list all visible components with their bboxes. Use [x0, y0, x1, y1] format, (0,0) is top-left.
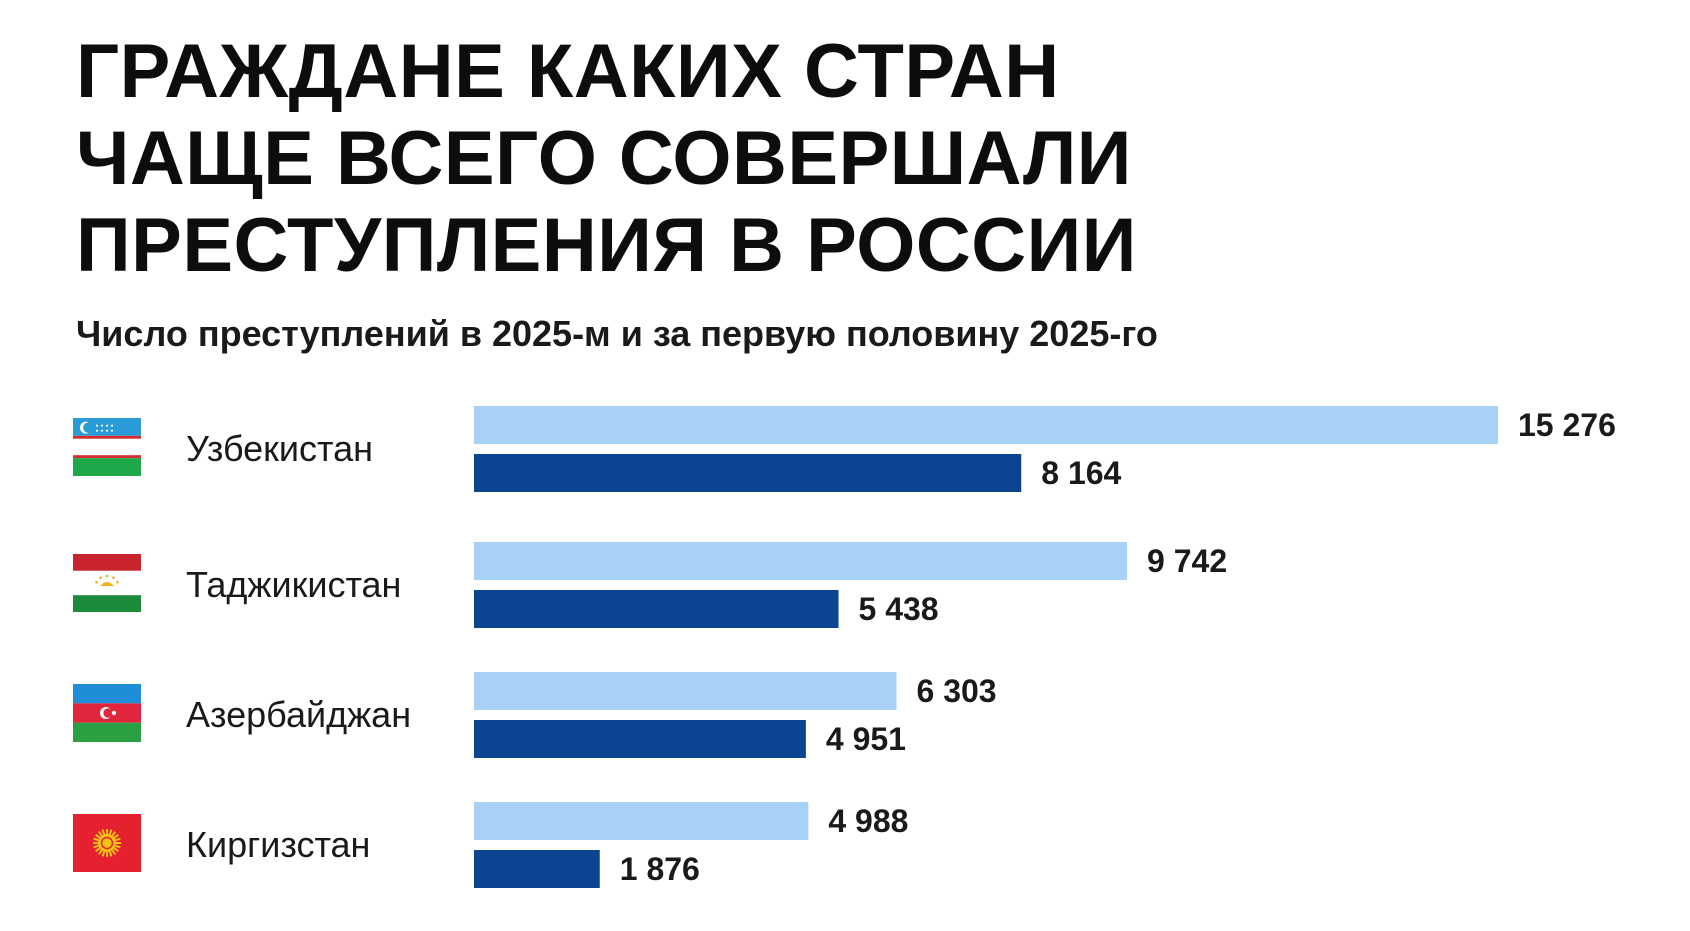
bar-light — [474, 672, 897, 710]
bar-dark — [474, 720, 806, 758]
value-label: 4 988 — [828, 803, 908, 839]
title-line-2: ЧАЩЕ ВСЕГО СОВЕРШАЛИ — [76, 116, 1132, 201]
country-label: Узбекистан — [186, 428, 373, 469]
bar-dark — [474, 590, 839, 628]
value-label: 5 438 — [859, 591, 939, 627]
value-label: 1 876 — [620, 851, 700, 887]
kyrgyzstan-flag-icon — [73, 814, 141, 872]
bar-dark — [474, 850, 600, 888]
bar-light — [474, 406, 1498, 444]
title-line-3: ПРЕСТУПЛЕНИЯ В РОССИИ — [76, 203, 1137, 288]
value-label: 9 742 — [1147, 543, 1227, 579]
chart-subtitle: Число преступлений в 2025-м и за первую … — [76, 313, 1158, 354]
country-label: Киргизстан — [186, 824, 370, 865]
country-label: Таджикистан — [186, 564, 401, 605]
country-label: Азербайджан — [186, 694, 411, 735]
page-title: ГРАЖДАНЕ КАКИХ СТРАН ЧАЩЕ ВСЕГО СОВЕРШАЛ… — [76, 28, 1276, 289]
value-label: 6 303 — [917, 673, 997, 709]
azerbaijan-flag-icon — [73, 684, 141, 742]
value-label: 4 951 — [826, 721, 906, 757]
bar-light — [474, 802, 809, 840]
bar-light — [474, 542, 1128, 580]
uzbekistan-flag-icon — [73, 418, 141, 476]
title-line-1: ГРАЖДАНЕ КАКИХ СТРАН — [76, 29, 1060, 114]
value-label: 8 164 — [1041, 455, 1121, 491]
value-label: 15 276 — [1518, 407, 1616, 443]
bar-dark — [474, 454, 1022, 492]
tajikistan-flag-icon — [73, 554, 141, 612]
